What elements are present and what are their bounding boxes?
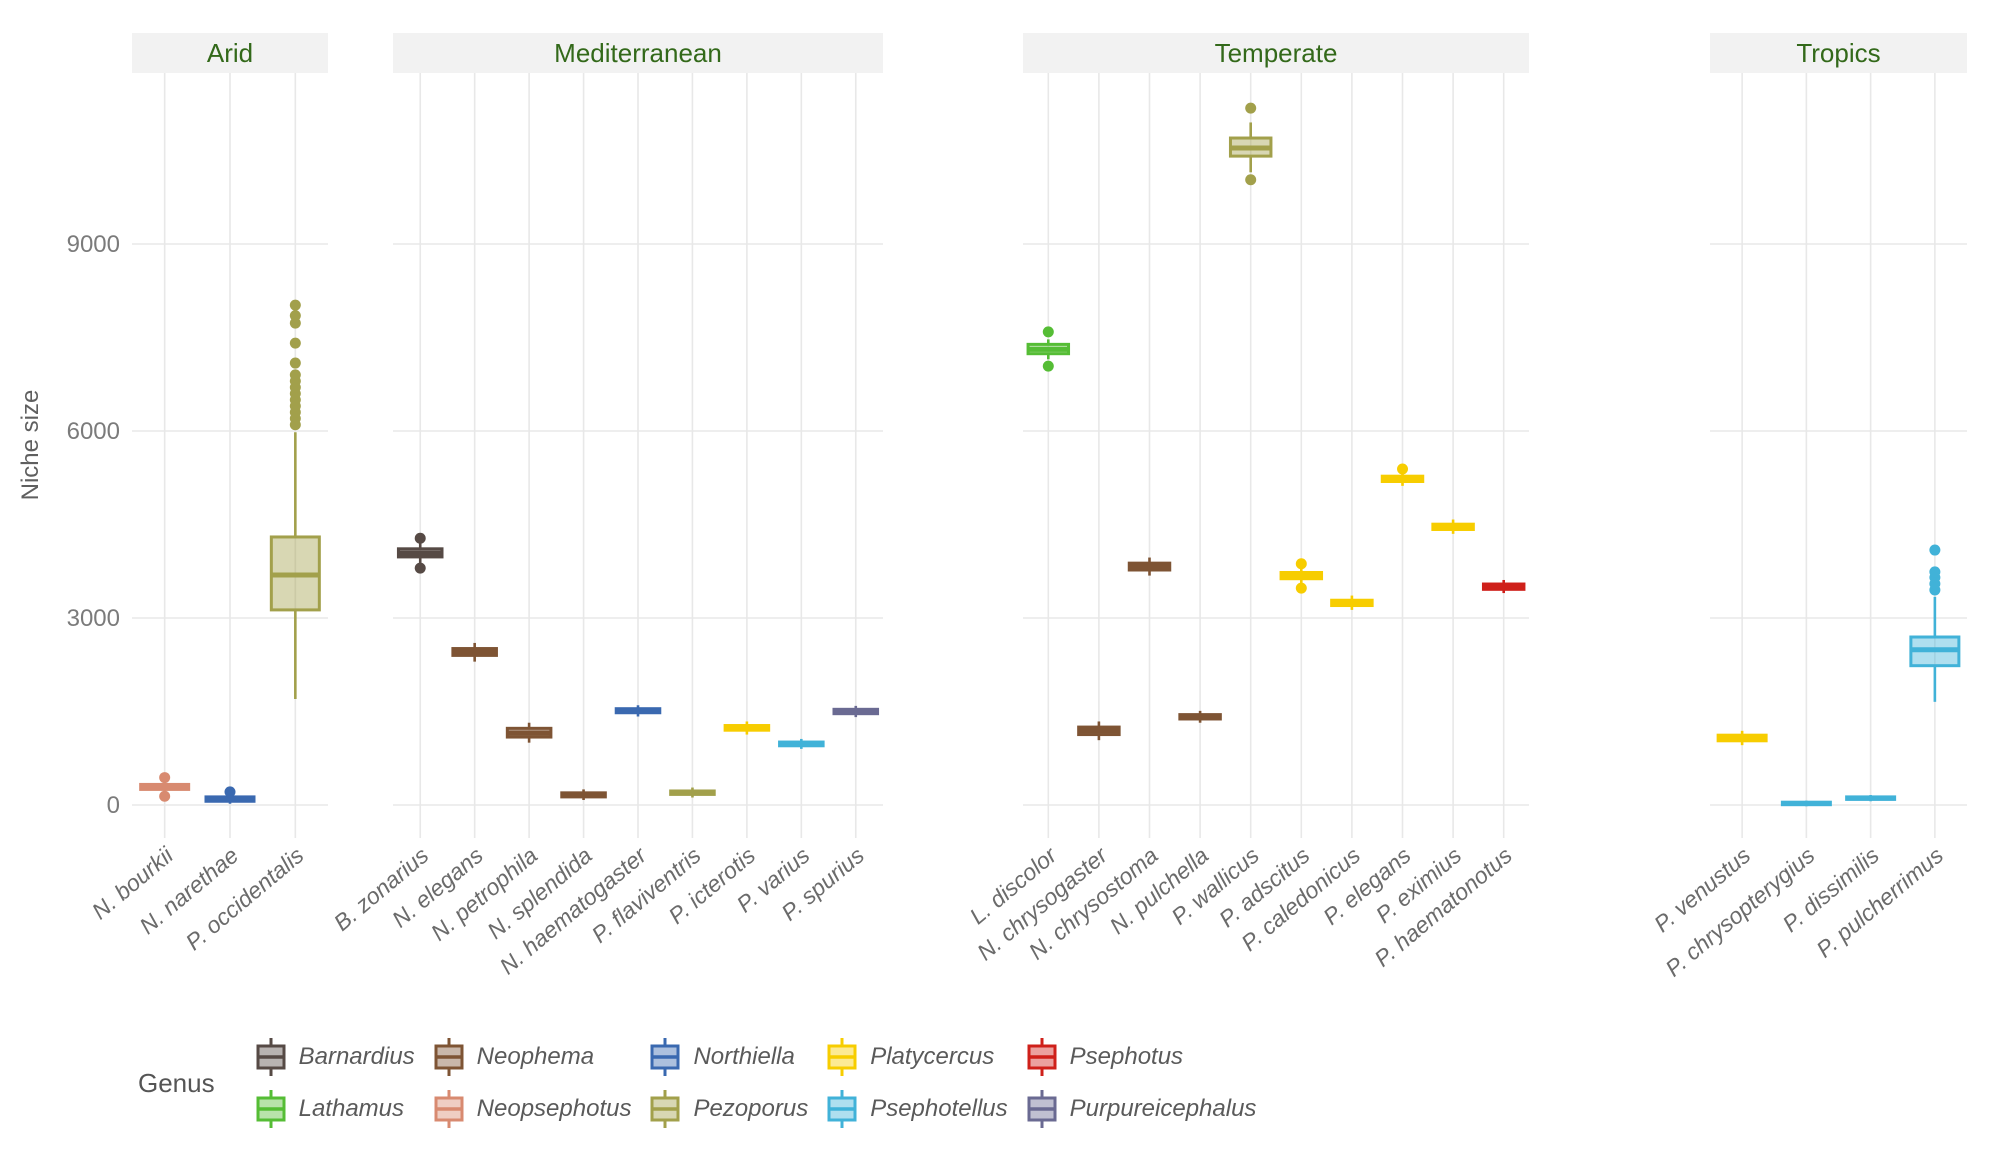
svg-text:Mediterranean: Mediterranean [554, 38, 722, 68]
boxplot-key-icon [647, 1088, 683, 1130]
boxplot-p-icterotis [723, 721, 771, 735]
legend-item-label: Purpureicephalus [1069, 1095, 1257, 1122]
boxplot-n-splendida [560, 789, 607, 801]
legend-item-psephotus: Psephotus [1024, 1036, 1257, 1078]
boxplot-p-wallicus [1228, 102, 1273, 186]
legend-item-label: Neophema [476, 1043, 595, 1070]
boxplot-p-spurius [832, 705, 880, 718]
legend-item-label: Barnardius [298, 1043, 415, 1070]
svg-text:Tropics: Tropics [1796, 38, 1880, 68]
boxplot-key-icon [431, 1036, 467, 1078]
legend-item-purpureicephalus: Purpureicephalus [1024, 1088, 1257, 1130]
boxplot-p-flaviventris [669, 787, 716, 798]
boxplot-l-discolor [1026, 326, 1071, 372]
boxplot-p-chrysopterygius [1780, 800, 1832, 807]
y-tick-label: 9000 [67, 231, 120, 258]
species-label: P. occidentalis [180, 842, 308, 956]
boxplot-p-caledonicus [1330, 595, 1374, 610]
boxplot-n-elegans [451, 642, 498, 662]
y-tick-label: 0 [107, 792, 120, 819]
boxplot-p-dissimilis [1845, 795, 1897, 802]
legend-item-label: Lathamus [298, 1095, 405, 1122]
svg-text:Temperate: Temperate [1215, 38, 1338, 68]
boxplot-p-venustus [1716, 730, 1768, 746]
legend-item-barnardius: Barnardius [253, 1036, 415, 1078]
y-axis-title: Niche size [17, 390, 44, 501]
legend-item-label: Platycercus [870, 1043, 995, 1070]
facet-strip-mediterranean: Mediterranean [393, 33, 883, 73]
legend-item-label: Psephotellus [870, 1095, 1008, 1122]
legend-item-neophema: Neophema [431, 1036, 632, 1078]
legend-item-northiella: Northiella [647, 1036, 808, 1078]
legend-item-platycercus: Platycercus [824, 1036, 1007, 1078]
boxplot-n-bourkii [139, 772, 191, 802]
boxplot-key-icon [253, 1088, 289, 1130]
boxplot-n-pulchella [1178, 710, 1222, 723]
legend-item-label: Psephotus [1069, 1043, 1184, 1070]
boxplot-p-elegans [1380, 463, 1425, 486]
boxplot-key-icon [253, 1036, 289, 1078]
legend-grid: Barnardius Lathamus Neophema Neopsephotu… [253, 1036, 1257, 1130]
boxplot-p-eximius [1431, 519, 1475, 534]
facet-strip-tropics: Tropics [1710, 33, 1967, 73]
boxplot-key-icon [1024, 1036, 1060, 1078]
legend-item-label: Pezoporus [693, 1095, 809, 1122]
legend-item-psephotellus: Psephotellus [824, 1088, 1008, 1130]
boxplot-n-petrophila [505, 722, 553, 743]
legend-item-pezoporus: Pezoporus [647, 1088, 808, 1130]
boxplot-n-narethae [204, 786, 256, 804]
boxplot-key-icon [647, 1036, 683, 1078]
boxplot-p-varius [778, 738, 825, 749]
boxplot-key-icon [824, 1088, 860, 1130]
legend-item-neopsephotus: Neopsephotus [431, 1088, 632, 1130]
legend-title: Genus [138, 1067, 215, 1098]
legend-item-lathamus: Lathamus [253, 1088, 415, 1130]
y-tick-label: 3000 [67, 605, 120, 632]
boxplot-n-chrysogaster [1077, 721, 1121, 741]
y-tick-label: 6000 [67, 418, 120, 445]
boxplot-n-haematogaster [614, 705, 662, 717]
boxplot-p-adscitus [1279, 558, 1324, 594]
boxplot-p-haematonotus [1481, 579, 1526, 594]
legend-item-label: Northiella [693, 1043, 795, 1070]
boxplot-key-icon [1024, 1088, 1060, 1130]
facet-strip-temperate: Temperate [1023, 33, 1529, 73]
boxplot-n-chrysostoma [1127, 557, 1172, 576]
boxplot-key-icon [824, 1036, 860, 1078]
boxplot-key-icon [431, 1088, 467, 1130]
svg-text:Arid: Arid [207, 38, 253, 68]
legend-item-label: Neopsephotus [476, 1095, 632, 1122]
boxplot-p-pulcherrimus [1909, 544, 1961, 702]
facet-strip-arid: Arid [132, 33, 328, 73]
boxplot-p-occidentalis [269, 299, 321, 700]
boxplot-b-zonarius [396, 532, 444, 574]
genus-legend: Genus Barnardius Lathamus Neophema Neops… [138, 1036, 1256, 1130]
